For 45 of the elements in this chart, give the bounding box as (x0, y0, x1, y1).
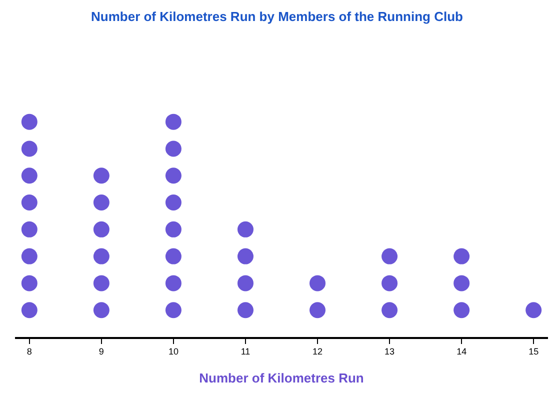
point (93, 275, 110, 292)
point (454, 302, 470, 318)
point (382, 302, 398, 318)
point (93, 194, 110, 211)
point (165, 275, 182, 292)
point (21, 221, 38, 238)
point (237, 275, 254, 292)
point (310, 302, 326, 318)
point (237, 248, 254, 264)
point (165, 194, 182, 211)
x-tick-label: 8 (26, 346, 32, 357)
point (382, 248, 398, 264)
x-axis-title: Number of Kilometres Run (199, 370, 364, 386)
point (93, 168, 110, 184)
point (93, 302, 110, 318)
point (21, 248, 38, 264)
point (93, 221, 110, 238)
point (237, 221, 254, 238)
point (21, 275, 38, 292)
point (526, 302, 542, 318)
point (165, 221, 182, 238)
x-tick-label: 11 (240, 346, 250, 357)
chart-title: Number of Kilometres Run by Members of the Running Club (91, 8, 464, 24)
point (237, 302, 254, 318)
point (165, 302, 182, 318)
point (21, 194, 38, 211)
x-tick-label: 9 (98, 346, 104, 357)
point (21, 114, 38, 130)
point (21, 140, 38, 157)
x-tick-label: 15 (528, 346, 539, 357)
point (165, 140, 182, 157)
point (165, 114, 182, 130)
x-tick-label: 12 (312, 346, 323, 357)
x-tick-label: 13 (384, 346, 395, 357)
point (454, 275, 470, 292)
point (165, 248, 182, 264)
x-tick-label: 10 (168, 346, 178, 357)
point (454, 248, 470, 264)
point (21, 302, 38, 318)
point (310, 275, 326, 292)
point (165, 168, 182, 184)
x-tick-label: 14 (456, 346, 467, 357)
point (382, 275, 398, 292)
point (21, 168, 38, 184)
point (93, 248, 110, 264)
